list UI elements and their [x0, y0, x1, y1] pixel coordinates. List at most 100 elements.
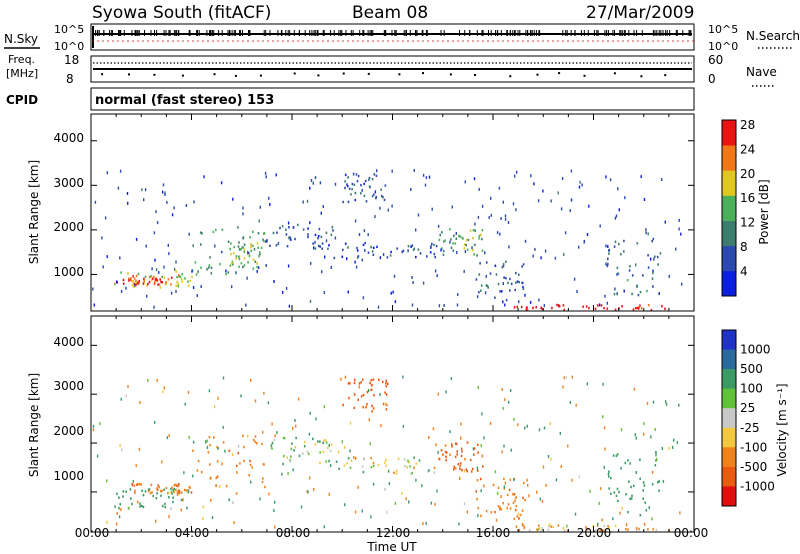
- echo-cell: [445, 390, 447, 394]
- echo-cell: [362, 296, 365, 300]
- echo-cell: [385, 382, 387, 385]
- echo-cell: [603, 307, 605, 310]
- echo-cell: [613, 491, 616, 494]
- echo-cell: [138, 280, 140, 283]
- echo-cell: [588, 306, 590, 310]
- nave-tick-high: 60: [708, 53, 723, 67]
- echo-cell: [490, 511, 493, 514]
- time-tick-1600: 16:00: [476, 526, 511, 540]
- echo-cell: [347, 457, 350, 460]
- echo-cell: [410, 472, 412, 475]
- echo-cell: [118, 507, 120, 510]
- echo-cell: [438, 238, 441, 242]
- echo-cell: [616, 272, 618, 276]
- echo-cell: [228, 498, 230, 502]
- echo-cell: [565, 375, 568, 379]
- echo-cell: [373, 173, 376, 176]
- echo-cell: [258, 266, 260, 270]
- echo-cell: [321, 270, 323, 274]
- freq-panel-frame: [90, 55, 695, 83]
- echo-cell: [466, 441, 469, 444]
- echo-cell: [535, 306, 537, 309]
- echo-cell: [250, 480, 252, 484]
- echo-cell: [602, 382, 604, 386]
- echo-cell: [381, 194, 383, 198]
- echo-cell: [606, 301, 608, 305]
- echo-cell: [474, 229, 476, 232]
- echo-cell: [642, 497, 644, 500]
- echo-cell: [636, 242, 639, 245]
- echo-cell: [498, 186, 501, 190]
- echo-cell: [434, 502, 436, 506]
- colorbar-tick-label: 8: [740, 240, 748, 254]
- echo-cell: [627, 510, 629, 514]
- echo-cell: [442, 453, 444, 456]
- echo-cell: [585, 526, 587, 529]
- echo-cell: [213, 405, 216, 409]
- echo-cell: [349, 449, 351, 453]
- time-tick-0000: 00:00: [75, 526, 110, 540]
- echo-cell: [514, 508, 517, 512]
- echo-cell: [167, 243, 169, 247]
- echo-cell: [449, 240, 451, 244]
- echo-cell: [209, 444, 211, 447]
- echo-cell: [422, 173, 425, 177]
- colorbar-tick-label: -1000: [740, 479, 775, 493]
- echo-cell: [130, 497, 132, 500]
- echo-cell: [213, 436, 215, 439]
- echo-cell: [411, 276, 413, 279]
- echo-cell: [344, 242, 347, 245]
- echo-cell: [456, 303, 459, 307]
- echo-cell: [534, 247, 536, 251]
- echo-cell: [601, 518, 603, 522]
- echo-cell: [391, 204, 393, 208]
- echo-cell: [161, 460, 163, 464]
- echo-cell: [126, 192, 129, 195]
- echo-cell: [371, 404, 373, 408]
- echo-cell: [431, 242, 433, 246]
- echo-cell: [262, 477, 264, 480]
- echo-cell: [619, 511, 621, 515]
- echo-cell: [312, 242, 314, 245]
- echo-cell: [643, 432, 645, 436]
- echo-cell: [206, 445, 209, 449]
- echo-cell: [370, 515, 372, 519]
- echo-cell: [605, 262, 607, 266]
- power-colorbar-label: Power [dB]: [757, 179, 771, 244]
- echo-cell: [321, 242, 324, 245]
- echo-cell: [342, 200, 344, 204]
- echo-cell: [430, 501, 433, 505]
- echo-cell: [478, 234, 481, 238]
- power-y-tick-3000: 3000: [53, 176, 84, 190]
- echo-cell: [371, 195, 374, 198]
- echo-cell: [287, 264, 290, 268]
- echo-cell: [349, 466, 352, 469]
- echo-cell: [197, 270, 199, 274]
- echo-cell: [407, 459, 409, 463]
- echo-cell: [170, 487, 172, 491]
- echo-cell: [384, 184, 387, 187]
- echo-cell: [450, 246, 453, 249]
- echo-cell: [161, 281, 163, 284]
- cpid-label: CPID: [6, 93, 38, 107]
- echo-cell: [133, 484, 136, 487]
- station-title: Syowa South (fitACF): [92, 3, 271, 23]
- freq-point: [234, 74, 237, 77]
- echo-cell: [150, 483, 153, 487]
- echo-cell: [354, 198, 357, 202]
- echo-cell: [615, 214, 618, 218]
- echo-cell: [425, 521, 427, 525]
- echo-cell: [92, 428, 95, 432]
- echo-cell: [528, 494, 530, 498]
- echo-cell: [455, 231, 457, 235]
- echo-cell: [478, 237, 480, 240]
- echo-cell: [353, 406, 356, 410]
- echo-cell: [676, 440, 679, 444]
- echo-cell: [344, 186, 346, 190]
- echo-cell: [137, 282, 139, 285]
- echo-cell: [463, 502, 466, 506]
- echo-cell: [164, 191, 166, 195]
- freq-point: [101, 73, 104, 76]
- echo-cell: [652, 271, 654, 275]
- echo-cell: [170, 276, 173, 279]
